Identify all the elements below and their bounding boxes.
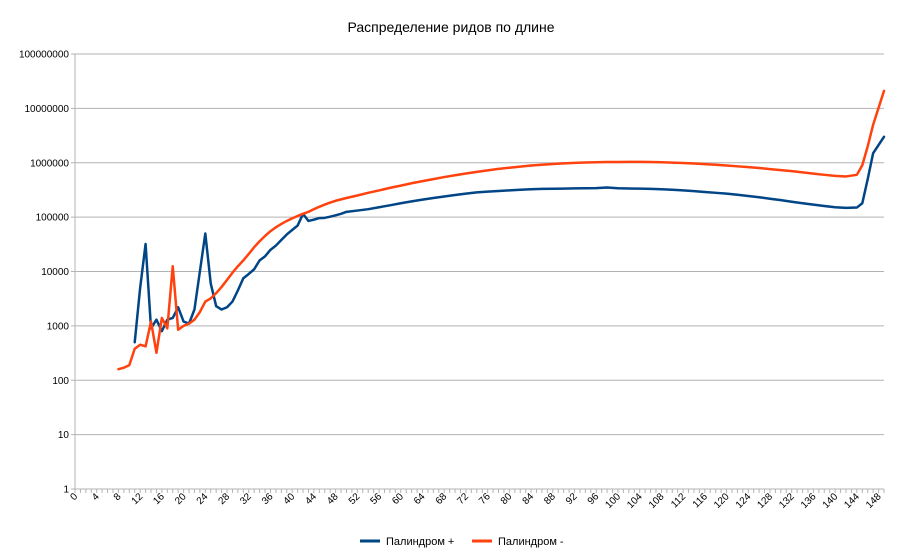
y-tick-label: 10000 [41,267,69,278]
y-tick-label: 1 [63,485,69,496]
x-tick-label: 52 [347,491,363,507]
grid [75,53,884,490]
x-tick-label: 104 [625,491,645,511]
x-tick-label: 100 [603,491,623,511]
x-tick-label: 28 [217,491,233,507]
x-tick-label: 96 [586,491,602,507]
legend-label-1: Палиндром + [386,536,454,548]
x-tick-label: 40 [282,491,298,507]
x-tick-label: 140 [821,491,841,511]
x-tick-label: 16 [151,491,167,507]
x-tick-label: 64 [412,491,428,507]
y-tick-label: 10 [58,430,70,441]
x-tick-label: 80 [499,491,515,507]
x-tick-label: 44 [303,491,319,507]
series [117,89,886,371]
x-tick-label: 120 [712,491,732,511]
x-tick-label: 92 [564,491,580,507]
x-tick-label: 128 [756,491,776,511]
x-tick-label: 20 [173,491,189,507]
x-tick-label: 144 [842,491,862,511]
y-tick-label: 10000000 [25,104,70,115]
x-tick-label: 48 [325,491,341,507]
x-tick-label: 112 [669,491,688,510]
x-tick-label: 36 [260,491,276,507]
legend: Палиндром + Палиндром - [360,536,564,548]
legend-label-2: Палиндром - [498,536,564,548]
y-tick-label: 100 [52,376,69,387]
chart-title: Распределение ридов по длине [348,19,555,35]
x-tick-label: 0 [68,491,80,503]
y-tick-label: 1000 [47,321,70,332]
x-tick-label: 60 [390,491,406,507]
x-tick-label: 136 [799,491,819,511]
x-tick-label: 148 [864,491,884,511]
x-tick-label: 116 [691,491,710,510]
x-tick-label: 76 [477,491,493,507]
y-tick-label: 1000000 [30,158,69,169]
x-tick-label: 12 [130,491,146,507]
series-line-2 [117,89,886,371]
y-tick-label: 100000000 [19,50,69,61]
x-tick-label: 124 [734,491,754,511]
x-tick-label: 72 [455,491,471,507]
x-tick-label: 88 [542,491,558,507]
y-tick-label: 100000 [36,213,70,224]
x-tick-label: 108 [647,491,667,511]
x-tick-label: 24 [195,491,211,507]
x-tick-label: 132 [777,491,797,511]
x-tick-label: 32 [238,491,254,507]
x-tick-label: 4 [90,491,102,503]
x-tick-label: 84 [521,491,537,507]
x-tick-label: 68 [434,491,450,507]
x-tick-label: 56 [369,491,385,507]
x-tick-label: 8 [112,491,124,503]
series-line-1 [133,135,886,344]
